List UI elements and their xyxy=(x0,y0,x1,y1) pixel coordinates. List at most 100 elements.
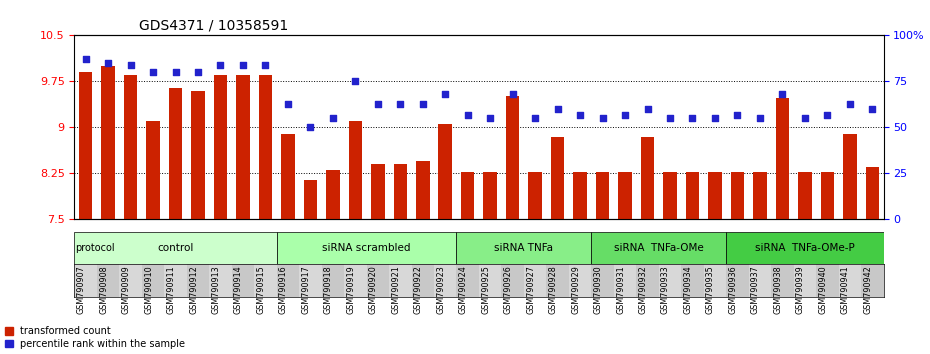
Bar xyxy=(753,172,766,219)
Text: GSM790915: GSM790915 xyxy=(257,266,265,314)
Text: GSM790942: GSM790942 xyxy=(863,266,872,314)
Point xyxy=(685,115,700,121)
Point xyxy=(78,57,93,62)
Bar xyxy=(618,172,631,219)
Bar xyxy=(546,264,569,297)
Bar xyxy=(232,264,254,297)
Text: GSM790934: GSM790934 xyxy=(684,266,693,314)
Text: GSM790941: GSM790941 xyxy=(841,266,850,314)
Bar xyxy=(326,170,339,219)
Bar xyxy=(457,232,591,264)
Bar xyxy=(591,264,614,297)
Bar xyxy=(276,35,299,219)
Bar xyxy=(524,264,547,297)
Point xyxy=(820,112,835,118)
Bar xyxy=(416,161,430,219)
Text: GSM790917: GSM790917 xyxy=(301,266,311,314)
Bar xyxy=(528,172,542,219)
Bar xyxy=(124,75,138,219)
Point xyxy=(865,106,880,112)
Bar xyxy=(97,264,119,297)
Point xyxy=(146,69,161,75)
Point xyxy=(551,106,565,112)
Bar xyxy=(299,35,322,219)
Text: GSM790918: GSM790918 xyxy=(324,266,333,314)
Text: GSM790938: GSM790938 xyxy=(774,266,782,314)
Bar xyxy=(839,35,861,219)
Bar xyxy=(349,121,362,219)
Text: GSM790935: GSM790935 xyxy=(706,266,715,314)
Bar xyxy=(596,172,609,219)
Bar xyxy=(457,35,479,219)
Bar xyxy=(411,264,434,297)
Bar xyxy=(726,232,884,264)
Point xyxy=(348,79,363,84)
Bar xyxy=(866,167,879,219)
Bar xyxy=(192,91,205,219)
Bar xyxy=(484,172,497,219)
Bar xyxy=(119,264,141,297)
Point xyxy=(213,62,228,68)
Point xyxy=(438,91,453,97)
Bar xyxy=(74,35,97,219)
Text: GSM790919: GSM790919 xyxy=(346,266,355,314)
Bar xyxy=(704,35,726,219)
Bar xyxy=(232,35,254,219)
Text: GSM790931: GSM790931 xyxy=(616,266,625,314)
Bar xyxy=(569,35,591,219)
Point xyxy=(100,60,115,66)
Bar xyxy=(141,264,165,297)
Bar xyxy=(74,232,276,264)
Bar xyxy=(839,264,861,297)
Bar xyxy=(816,264,839,297)
Text: GSM790937: GSM790937 xyxy=(751,266,760,314)
Bar xyxy=(438,124,452,219)
Point xyxy=(797,115,812,121)
Bar xyxy=(731,172,744,219)
Point xyxy=(843,101,857,106)
Text: GSM790924: GSM790924 xyxy=(458,266,468,314)
Point xyxy=(730,112,745,118)
Bar xyxy=(344,264,366,297)
Bar xyxy=(843,133,857,219)
Bar xyxy=(524,35,547,219)
Bar xyxy=(366,35,389,219)
Bar xyxy=(168,87,182,219)
Bar xyxy=(501,35,524,219)
Bar xyxy=(726,35,749,219)
Bar xyxy=(681,35,704,219)
Bar xyxy=(254,35,276,219)
Bar xyxy=(591,232,726,264)
Bar xyxy=(861,264,884,297)
Point xyxy=(191,69,206,75)
Bar xyxy=(303,179,317,219)
Text: GSM790927: GSM790927 xyxy=(526,266,535,314)
Point xyxy=(595,115,610,121)
Point xyxy=(235,62,250,68)
Bar xyxy=(74,264,97,297)
Bar xyxy=(187,264,209,297)
Bar xyxy=(614,35,636,219)
Bar xyxy=(101,66,114,219)
Bar xyxy=(771,264,793,297)
Point xyxy=(527,115,542,121)
Text: GSM790925: GSM790925 xyxy=(481,266,490,314)
Point xyxy=(662,115,677,121)
Bar xyxy=(816,35,839,219)
Bar xyxy=(344,35,366,219)
Text: GSM790914: GSM790914 xyxy=(234,266,243,314)
Text: GSM790916: GSM790916 xyxy=(279,266,288,314)
Point xyxy=(640,106,655,112)
Bar xyxy=(393,164,407,219)
Bar xyxy=(658,35,681,219)
Point xyxy=(168,69,183,75)
Bar xyxy=(551,137,565,219)
Bar xyxy=(141,35,165,219)
Bar xyxy=(749,264,771,297)
Bar xyxy=(165,35,187,219)
Text: GSM790922: GSM790922 xyxy=(414,266,423,314)
Bar xyxy=(254,264,276,297)
Point xyxy=(708,115,723,121)
Bar xyxy=(281,133,295,219)
Point xyxy=(505,91,520,97)
